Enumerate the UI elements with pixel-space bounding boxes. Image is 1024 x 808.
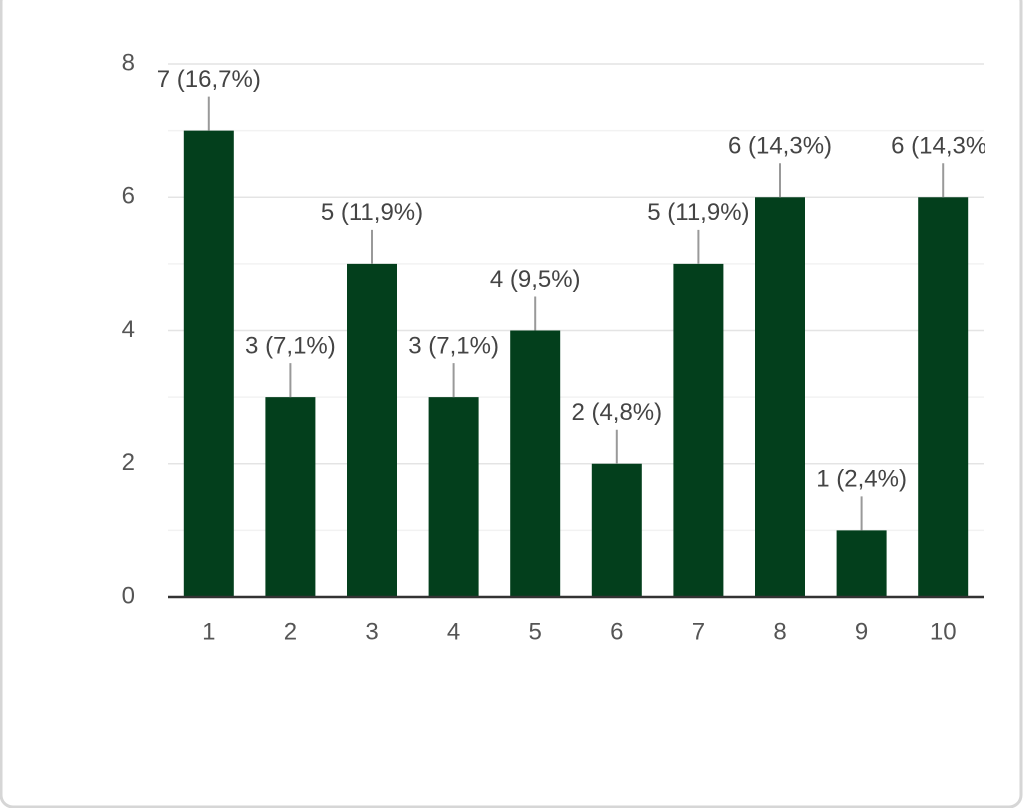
x-tick-label: 6: [610, 618, 623, 645]
bar: [836, 530, 887, 597]
y-tick-label: 0: [122, 582, 135, 609]
y-tick-label: 4: [122, 316, 135, 343]
bar: [755, 197, 805, 597]
bar: [673, 263, 724, 597]
x-tick-label: 10: [930, 618, 957, 645]
value-label: 3 (7,1%): [408, 332, 499, 359]
bar: [428, 397, 479, 597]
value-label: 6 (14,3%): [891, 133, 995, 160]
value-label: 2 (4,8%): [571, 399, 662, 426]
x-tick-label: 2: [284, 618, 297, 645]
value-label: 1 (2,4%): [816, 466, 907, 493]
x-tick-label: 8: [773, 618, 786, 645]
y-tick-label: 2: [122, 449, 135, 476]
bar: [591, 463, 642, 597]
bar: [347, 263, 397, 597]
value-label: 5 (11,9%): [647, 199, 749, 226]
value-label: 7 (16,7%): [157, 66, 261, 93]
x-tick-label: 5: [529, 618, 542, 645]
y-tick-label: 8: [122, 49, 135, 76]
bar: [265, 397, 316, 597]
x-tick-label: 7: [692, 618, 705, 645]
value-label: 6 (14,3%): [728, 133, 832, 160]
x-tick-label: 4: [447, 618, 460, 645]
x-tick-label: 9: [855, 618, 868, 645]
bar: [183, 130, 234, 597]
bar: [918, 197, 969, 597]
plot: 0 2 4 6 8 1 7 (16,7%) 2 3 (7,1%) 3 5 (11,9%) 4 3 (7,…: [122, 49, 995, 645]
value-label: 5 (11,9%): [321, 199, 423, 226]
x-tick-label: 3: [365, 618, 378, 645]
y-tick-label: 6: [122, 183, 135, 210]
x-tick-label: 1: [202, 618, 215, 645]
bar: [510, 330, 561, 597]
value-label: 3 (7,1%): [245, 332, 336, 359]
value-label: 4 (9,5%): [490, 266, 581, 293]
